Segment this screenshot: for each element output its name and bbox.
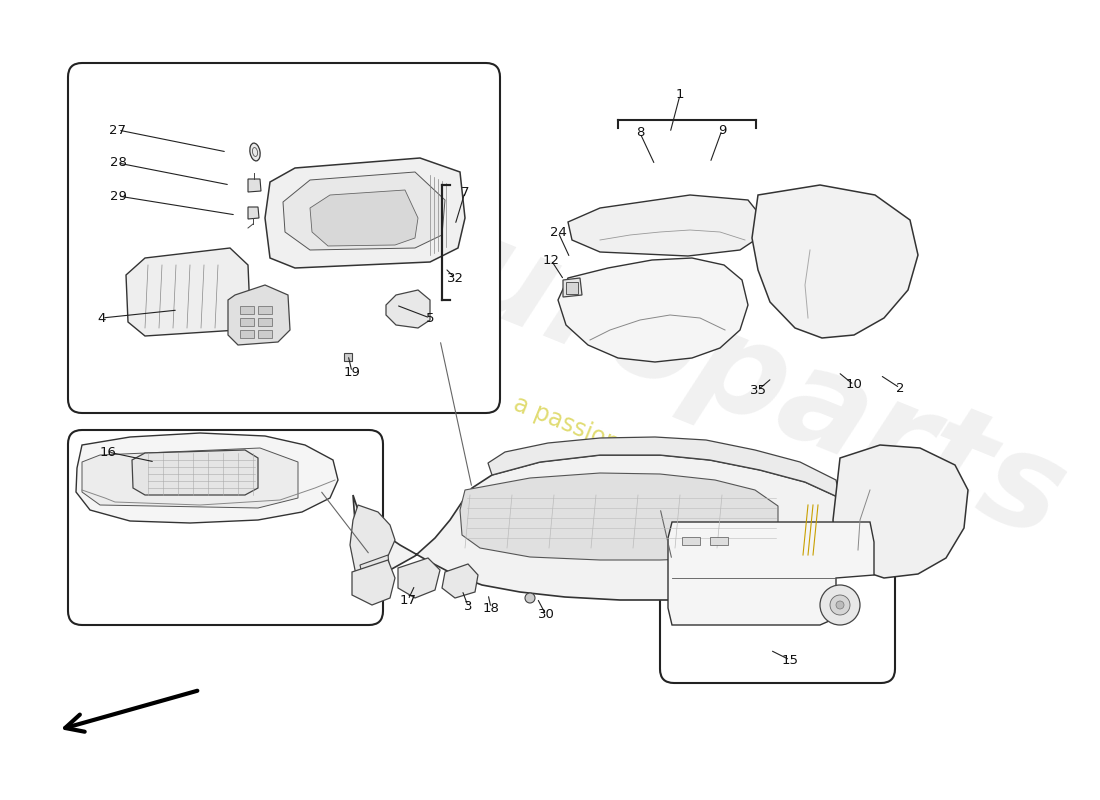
Polygon shape [460,473,778,560]
Polygon shape [228,285,290,345]
Text: 30: 30 [538,609,554,622]
Text: 15: 15 [781,654,799,666]
FancyBboxPatch shape [68,430,383,625]
Polygon shape [360,555,390,592]
Bar [240,330,254,338]
Bar [258,318,272,326]
Bar [710,537,728,545]
Polygon shape [353,455,858,600]
Bar [240,318,254,326]
Text: 2: 2 [895,382,904,394]
Polygon shape [350,505,395,588]
Polygon shape [76,433,338,523]
Polygon shape [802,545,840,576]
Text: 9: 9 [718,123,726,137]
Polygon shape [248,179,261,192]
Text: 17: 17 [399,594,417,606]
Text: europarts: europarts [358,174,1082,566]
Bar [566,282,578,294]
Bar [240,306,254,314]
Polygon shape [668,522,874,625]
Polygon shape [82,448,298,508]
Polygon shape [488,437,840,498]
Polygon shape [386,290,430,328]
Bar [682,537,700,545]
Text: 7: 7 [461,186,470,198]
Text: 19: 19 [343,366,361,378]
Text: 5: 5 [426,311,434,325]
Bar [344,353,352,361]
Bar [258,330,272,338]
FancyBboxPatch shape [660,508,895,683]
Polygon shape [442,564,478,598]
Text: 1: 1 [675,89,684,102]
Text: 28: 28 [110,157,126,170]
Circle shape [525,593,535,603]
Polygon shape [568,195,760,256]
Text: 32: 32 [447,271,463,285]
Polygon shape [398,558,440,598]
Circle shape [830,595,850,615]
Polygon shape [132,450,258,495]
Text: 16: 16 [100,446,117,458]
Bar [258,306,272,314]
Text: 8: 8 [636,126,645,139]
Polygon shape [248,207,258,219]
Text: a passion for parts since 1985: a passion for parts since 1985 [510,392,850,548]
Text: 29: 29 [110,190,126,202]
Text: 24: 24 [550,226,566,238]
Polygon shape [352,560,395,605]
Text: 10: 10 [846,378,862,391]
Text: 35: 35 [749,383,767,397]
Polygon shape [310,190,418,246]
Circle shape [820,585,860,625]
Polygon shape [563,278,582,297]
Circle shape [836,601,844,609]
Polygon shape [830,540,858,568]
Text: 3: 3 [464,599,472,613]
Text: 12: 12 [542,254,560,266]
Ellipse shape [250,143,261,161]
Text: 18: 18 [483,602,499,614]
Text: 4: 4 [98,311,107,325]
FancyBboxPatch shape [68,63,500,413]
Polygon shape [283,172,446,250]
Polygon shape [558,258,748,362]
Polygon shape [265,158,465,268]
Polygon shape [126,248,250,336]
Text: 27: 27 [110,123,126,137]
Polygon shape [752,185,918,338]
Polygon shape [833,445,968,578]
